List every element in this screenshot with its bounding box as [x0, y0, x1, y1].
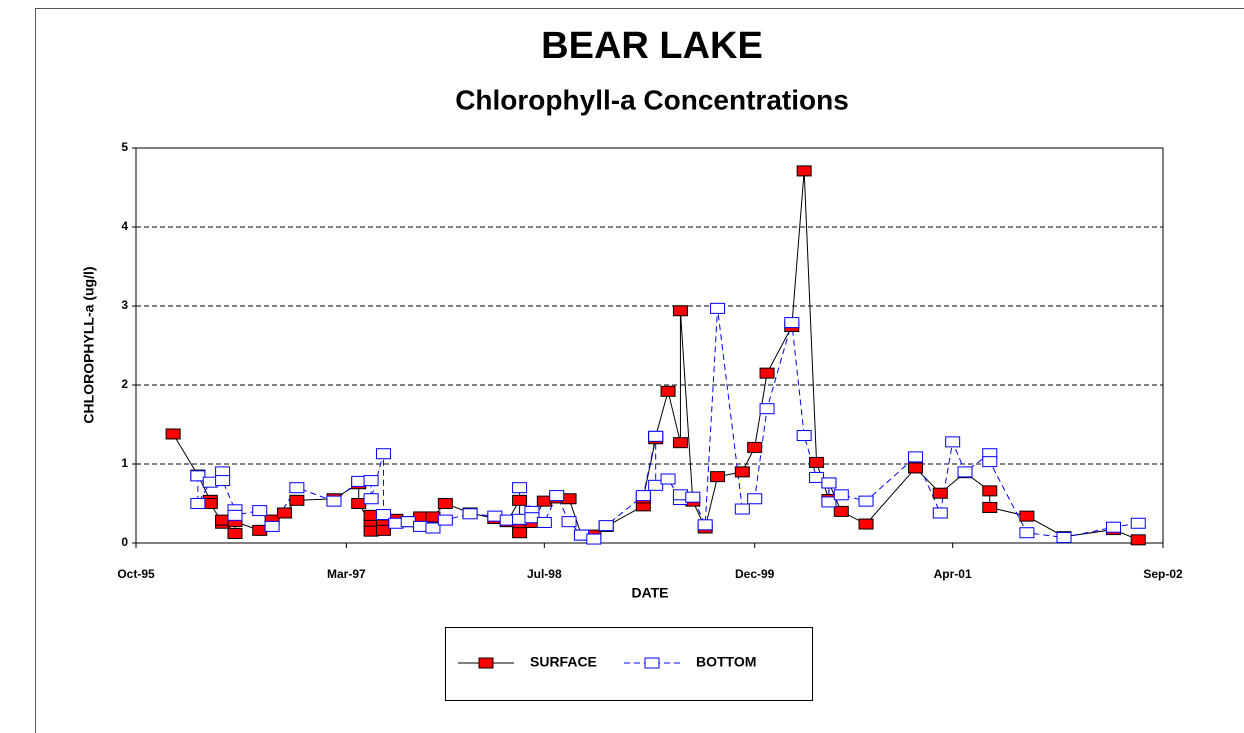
x-tick-label: Oct-95 — [117, 567, 155, 581]
data-point — [363, 475, 379, 487]
data-point — [945, 436, 961, 448]
data-point — [747, 441, 763, 453]
data-point — [375, 509, 391, 521]
data-point — [512, 494, 528, 506]
data-point — [586, 533, 602, 545]
data-point — [227, 528, 243, 540]
data-point — [437, 514, 453, 526]
legend-box — [445, 627, 813, 701]
y-tick-label: 5 — [121, 140, 128, 154]
data-point — [660, 473, 676, 485]
data-point — [326, 495, 342, 507]
data-point — [747, 493, 763, 505]
y-tick-label: 1 — [121, 456, 128, 470]
x-tick-label: Jul-98 — [527, 567, 562, 581]
data-point — [635, 490, 651, 502]
data-point — [1019, 510, 1035, 522]
data-point — [425, 522, 441, 534]
legend-label: BOTTOM — [696, 654, 756, 670]
data-point — [932, 487, 948, 499]
data-point — [710, 471, 726, 483]
data-point — [982, 456, 998, 468]
data-point — [660, 385, 676, 397]
data-point — [1130, 517, 1146, 529]
y-tick-label: 3 — [121, 298, 128, 312]
data-point — [648, 479, 664, 491]
data-point — [549, 490, 565, 502]
data-point — [697, 519, 713, 531]
data-point — [734, 466, 750, 478]
data-point — [908, 462, 924, 474]
data-point — [561, 516, 577, 528]
x-tick-label: Dec-99 — [735, 567, 775, 581]
data-point — [648, 430, 664, 442]
data-point — [685, 491, 701, 503]
data-point — [932, 507, 948, 519]
data-point — [289, 482, 305, 494]
data-point — [289, 494, 305, 506]
data-point — [375, 524, 391, 536]
data-point — [1056, 531, 1072, 543]
data-point — [982, 501, 998, 513]
chart-title: BEAR LAKE — [541, 25, 763, 67]
legend-label: SURFACE — [530, 654, 597, 670]
data-point — [759, 367, 775, 379]
data-point — [1130, 534, 1146, 546]
data-point — [598, 520, 614, 532]
data-point — [252, 505, 268, 517]
data-point — [190, 470, 206, 482]
data-point — [833, 489, 849, 501]
data-point — [957, 466, 973, 478]
y-tick-label: 4 — [121, 219, 128, 233]
data-point — [276, 507, 292, 519]
data-point — [165, 428, 181, 440]
frame — [35, 8, 1244, 733]
legend-marker — [644, 657, 660, 669]
y-tick-label: 0 — [121, 535, 128, 549]
data-point — [821, 496, 837, 508]
data-point — [536, 516, 552, 528]
data-point — [734, 503, 750, 515]
y-axis-label: CHLOROPHYLL-a (ug/l) — [81, 266, 97, 423]
data-point — [908, 451, 924, 463]
data-point — [1106, 521, 1122, 533]
data-point — [759, 403, 775, 415]
x-tick-label: Apr-01 — [934, 567, 972, 581]
data-point — [858, 518, 874, 530]
data-point — [462, 508, 478, 520]
data-point — [363, 493, 379, 505]
data-point — [796, 165, 812, 177]
chart-subtitle: Chlorophyll-a Concentrations — [455, 84, 849, 115]
data-point — [833, 505, 849, 517]
data-point — [809, 456, 825, 468]
data-point — [672, 305, 688, 317]
data-point — [375, 448, 391, 460]
data-point — [1019, 527, 1035, 539]
data-point — [437, 498, 453, 509]
data-point — [264, 520, 280, 532]
data-point — [821, 477, 837, 489]
data-point — [710, 302, 726, 314]
plot-area — [135, 147, 1164, 544]
x-tick-label: Sep-02 — [1143, 567, 1183, 581]
data-point — [512, 527, 528, 539]
data-point — [227, 509, 243, 521]
data-point — [858, 495, 874, 507]
data-point — [512, 482, 528, 494]
legend-marker — [478, 657, 494, 669]
data-point — [809, 471, 825, 483]
data-point — [190, 498, 206, 509]
data-point — [672, 437, 688, 449]
data-point — [982, 485, 998, 497]
x-axis-label: DATE — [631, 585, 668, 601]
x-tick-label: Mar-97 — [327, 567, 366, 581]
y-tick-label: 2 — [121, 377, 128, 391]
data-point — [796, 430, 812, 442]
data-point — [215, 475, 231, 487]
data-point — [784, 317, 800, 329]
